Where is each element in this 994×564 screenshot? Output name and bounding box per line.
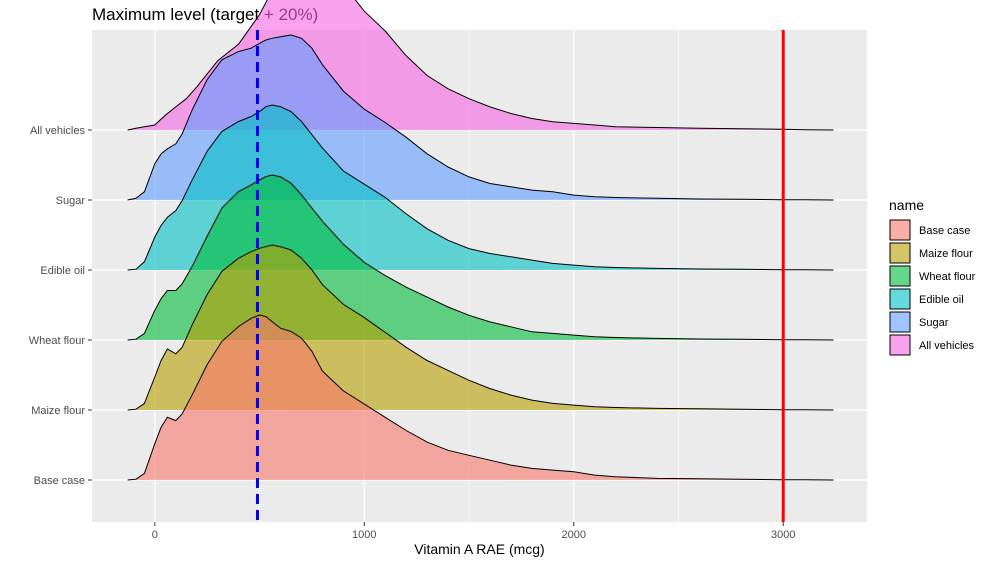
y-tick-label: Wheat flour [29, 335, 86, 347]
legend-swatch [889, 219, 911, 241]
y-tick-label: Maize flour [31, 405, 85, 417]
legend-swatch [889, 288, 911, 310]
ridge-line-base-case [127, 314, 834, 481]
legend-label: All vehicles [919, 340, 975, 352]
legend-label: Edible oil [919, 294, 964, 306]
ridge-line-sugar [127, 34, 834, 201]
legend-label: Base case [919, 225, 970, 237]
y-tick-label: Sugar [56, 195, 86, 207]
legend-swatch [889, 334, 911, 356]
legend-swatch [889, 242, 911, 264]
ridges [127, 0, 834, 481]
legend-title: name [889, 197, 924, 213]
x-axis-title: Vitamin A RAE (mcg) [414, 541, 544, 557]
y-tick-label: Base case [34, 475, 85, 487]
y-tick-label: Edible oil [40, 265, 85, 277]
x-tick-label: 1000 [352, 529, 376, 541]
legend: name Base case Maize flour Wheat flour Edib… [889, 197, 976, 356]
ridge-line-wheat-flour [127, 174, 834, 341]
legend-label: Maize flour [919, 248, 973, 260]
axes: 0 1000 2000 3000 Base case Maize flour Wheat f… [29, 125, 796, 541]
legend-label: Sugar [919, 317, 949, 329]
reference-lines [255, 30, 785, 522]
legend-swatch [889, 265, 911, 287]
x-tick-label: 3000 [771, 529, 795, 541]
x-tick-label: 2000 [562, 529, 586, 541]
ridge-area-base-case [127, 315, 834, 480]
legend-label: Wheat flour [919, 271, 976, 283]
ridge-line-maize-flour [127, 244, 834, 411]
legend-swatch [889, 311, 911, 333]
y-tick-label: All vehicles [30, 125, 86, 137]
x-tick-label: 0 [152, 529, 158, 541]
ridge-line-edible-oil [127, 104, 834, 271]
ridge-line-all-vehicles [127, 0, 834, 131]
